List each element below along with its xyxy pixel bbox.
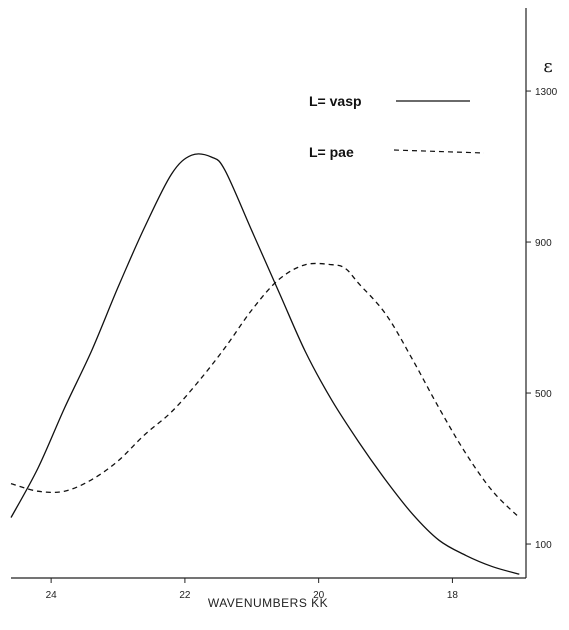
x-axis-title: WAVENUMBERS KK	[208, 596, 328, 610]
legend: L= vasp L= pae	[309, 93, 485, 160]
legend-label-pae: L= pae	[309, 144, 354, 160]
y-tick-label: 500	[535, 389, 552, 400]
y-tick-label: 100	[535, 540, 552, 551]
series-line-pae	[10, 262, 520, 519]
x-tick-label: 24	[46, 590, 58, 601]
y-axis-title: ε	[543, 56, 552, 77]
y-tick-label: 900	[535, 238, 552, 249]
x-tick-label: 20	[313, 590, 325, 601]
y-ticks: 100 500 900 1300	[526, 87, 558, 551]
series-layer	[10, 153, 520, 575]
axes-layer	[11, 8, 527, 579]
legend-label-vasp: L= vasp	[309, 93, 362, 109]
y-tick-label: 1300	[535, 87, 558, 98]
series-line-vasp	[10, 153, 520, 575]
legend-line-pae	[393, 149, 485, 154]
x-tick-label: 22	[179, 590, 191, 601]
x-tick-label: 18	[447, 590, 459, 601]
x-ticks: 24 22 20 18	[46, 578, 459, 601]
